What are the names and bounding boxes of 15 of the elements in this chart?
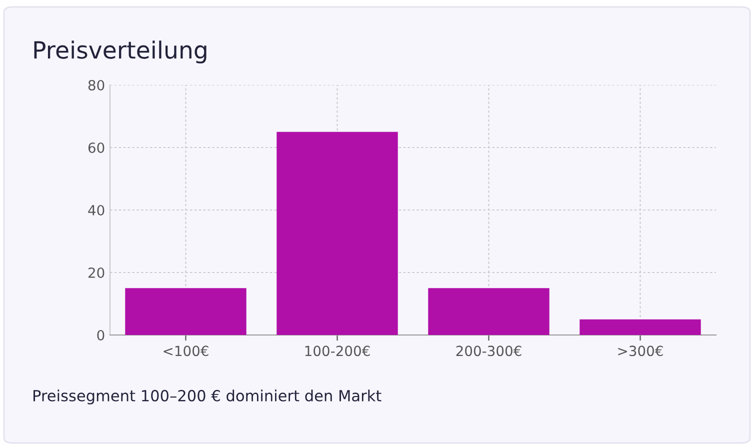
- x-tick-label: <100€: [164, 346, 208, 356]
- bar: [580, 319, 701, 335]
- bar: [125, 288, 246, 335]
- bar: [428, 288, 550, 335]
- x-tick-label: >300€: [618, 346, 663, 356]
- y-tick-label: 20: [88, 267, 104, 278]
- text: Preissegment 100–200 € dominiert den Markt: [34, 390, 382, 404]
- y-tick-label: 80: [88, 80, 104, 90]
- x-tick-label: 200-300€: [456, 346, 522, 356]
- bar: [276, 132, 398, 335]
- x-tick-label: 100-200€: [305, 346, 370, 356]
- y-tick-label: 40: [88, 204, 104, 216]
- chart-title: Preisverteilung: [34, 40, 206, 64]
- y-tick-label: 60: [88, 142, 104, 153]
- y-tick-label: 0: [97, 330, 104, 340]
